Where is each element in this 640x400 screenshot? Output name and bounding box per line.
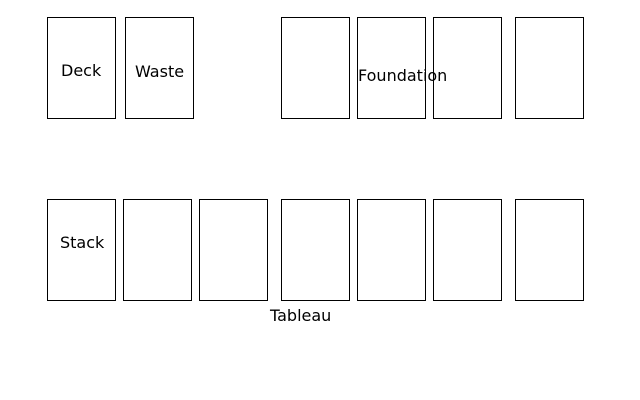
foundation-pile-2[interactable]: [357, 17, 426, 119]
foundation-pile-3[interactable]: [433, 17, 502, 119]
tableau-pile-7[interactable]: [515, 199, 584, 301]
waste-pile[interactable]: Waste: [125, 17, 194, 119]
deck-pile[interactable]: Deck: [47, 17, 116, 119]
tableau-pile-3[interactable]: [199, 199, 268, 301]
tableau-pile-6[interactable]: [433, 199, 502, 301]
waste-label: Waste: [135, 62, 185, 81]
stack-label: Stack: [60, 233, 105, 252]
foundation-pile-1[interactable]: [281, 17, 350, 119]
deck-label: Deck: [61, 61, 102, 80]
tableau-pile-4[interactable]: [281, 199, 350, 301]
tableau-pile-2[interactable]: [123, 199, 192, 301]
tableau-pile-5[interactable]: [357, 199, 426, 301]
tableau-label: Tableau: [270, 306, 332, 325]
tableau-pile-1[interactable]: Stack: [47, 199, 116, 301]
foundation-label: Foundation: [358, 66, 448, 85]
foundation-pile-4[interactable]: [515, 17, 584, 119]
